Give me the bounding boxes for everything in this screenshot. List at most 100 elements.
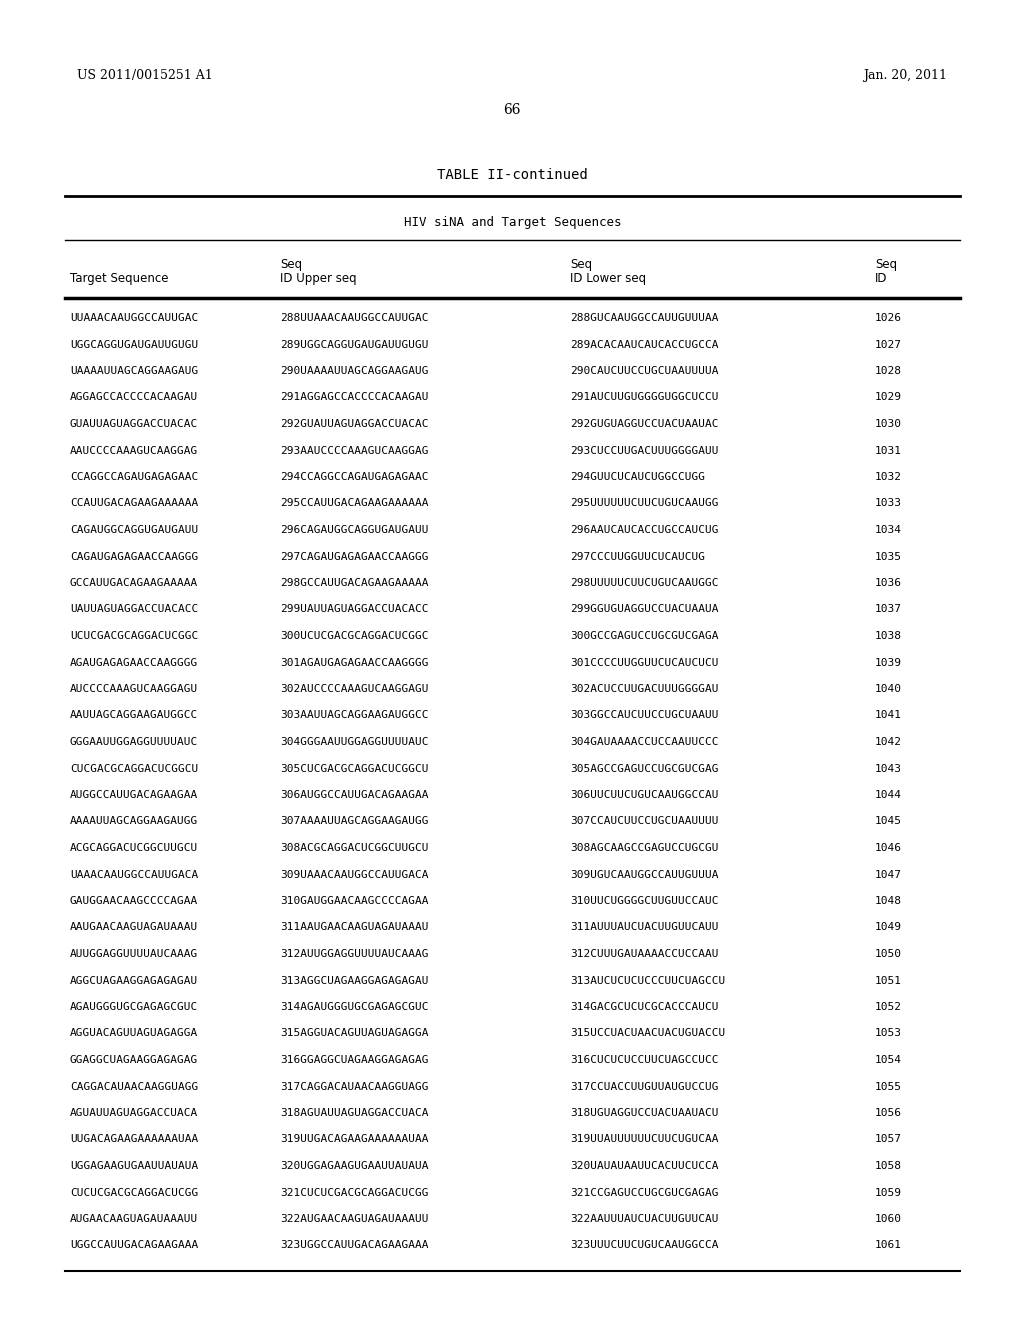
Text: 1037: 1037 (874, 605, 902, 615)
Text: AAUUAGCAGGAAGAUGGCC: AAUUAGCAGGAAGAUGGCC (70, 710, 199, 721)
Text: 306UUCUUCUGUCAAUGGCCAU: 306UUCUUCUGUCAAUGGCCAU (570, 789, 719, 800)
Text: 1040: 1040 (874, 684, 902, 694)
Text: 316CUCUCUCCUUCUAGCCUCC: 316CUCUCUCCUUCUAGCCUCC (570, 1055, 719, 1065)
Text: Seq: Seq (874, 257, 897, 271)
Text: 1059: 1059 (874, 1188, 902, 1197)
Text: UGGCAGGUGAUGAUUGUGU: UGGCAGGUGAUGAUUGUGU (70, 339, 199, 350)
Text: 311AAUGAACAAGUAGAUAAAU: 311AAUGAACAAGUAGAUAAAU (280, 923, 428, 932)
Text: AGAUGGGUGCGAGAGCGUC: AGAUGGGUGCGAGAGCGUC (70, 1002, 199, 1012)
Text: 304GGGAAUUGGAGGUUUUAUC: 304GGGAAUUGGAGGUUUUAUC (280, 737, 428, 747)
Text: 318UGUAGGUCCUACUAAUACU: 318UGUAGGUCCUACUAAUACU (570, 1107, 719, 1118)
Text: 1058: 1058 (874, 1162, 902, 1171)
Text: AGAUGAGAGAACCAAGGGG: AGAUGAGAGAACCAAGGGG (70, 657, 199, 668)
Text: 298GCCAUUGACAGAAGAAAAA: 298GCCAUUGACAGAAGAAAAA (280, 578, 428, 587)
Text: GUAUUAGUAGGACCUACAC: GUAUUAGUAGGACCUACAC (70, 418, 199, 429)
Text: Seq: Seq (280, 257, 302, 271)
Text: 1055: 1055 (874, 1081, 902, 1092)
Text: 300GCCGAGUCCUGCGUCGAGA: 300GCCGAGUCCUGCGUCGAGA (570, 631, 719, 642)
Text: 297CAGAUGAGAGAACCAAGGG: 297CAGAUGAGAGAACCAAGGG (280, 552, 428, 561)
Text: Target Sequence: Target Sequence (70, 272, 169, 285)
Text: ID Upper seq: ID Upper seq (280, 272, 356, 285)
Text: 322AAUUUAUCUACUUGUUCAU: 322AAUUUAUCUACUUGUUCAU (570, 1214, 719, 1224)
Text: 294GUUCUCAUCUGGCCUGG: 294GUUCUCAUCUGGCCUGG (570, 473, 705, 482)
Text: Seq: Seq (570, 257, 592, 271)
Text: 294CCAGGCCAGAUGAGAGAAC: 294CCAGGCCAGAUGAGAGAAC (280, 473, 428, 482)
Text: 293CUCCUUGACUUUGGGGAUU: 293CUCCUUGACUUUGGGGAUU (570, 446, 719, 455)
Text: 1052: 1052 (874, 1002, 902, 1012)
Text: UAAACAAUGGCCAUUGACA: UAAACAAUGGCCAUUGACA (70, 870, 199, 879)
Text: 319UUAUUUUUUCUUCUGUCAA: 319UUAUUUUUUCUUCUGUCAA (570, 1134, 719, 1144)
Text: 319UUGACAGAAGAAAAAAUAA: 319UUGACAGAAGAAAAAAUAA (280, 1134, 428, 1144)
Text: 1046: 1046 (874, 843, 902, 853)
Text: AUUGGAGGUUUUAUCAAAG: AUUGGAGGUUUUAUCAAAG (70, 949, 199, 960)
Text: AGGCUAGAAGGAGAGAGAU: AGGCUAGAAGGAGAGAGAU (70, 975, 199, 986)
Text: 320UAUAUAAUUCACUUCUCCA: 320UAUAUAAUUCACUUCUCCA (570, 1162, 719, 1171)
Text: 288UUAAACAAUGGCCAUUGAC: 288UUAAACAAUGGCCAUUGAC (280, 313, 428, 323)
Text: 1043: 1043 (874, 763, 902, 774)
Text: AUGAACAAGUAGAUAAAUU: AUGAACAAGUAGAUAAAUU (70, 1214, 199, 1224)
Text: 313AUCUCUCUCCCUUCUAGCCU: 313AUCUCUCUCCCUUCUAGCCU (570, 975, 725, 986)
Text: CAGGACAUAACAAGGUAGG: CAGGACAUAACAAGGUAGG (70, 1081, 199, 1092)
Text: AGGUACAGUUAGUAGAGGA: AGGUACAGUUAGUAGAGGA (70, 1028, 199, 1039)
Text: 311AUUUAUCUACUUGUUCAUU: 311AUUUAUCUACUUGUUCAUU (570, 923, 719, 932)
Text: 292GUGUAGGUCCUACUAAUAC: 292GUGUAGGUCCUACUAAUAC (570, 418, 719, 429)
Text: 305CUCGACGCAGGACUCGGCU: 305CUCGACGCAGGACUCGGCU (280, 763, 428, 774)
Text: 321CUCUCGACGCAGGACUCGG: 321CUCUCGACGCAGGACUCGG (280, 1188, 428, 1197)
Text: 1047: 1047 (874, 870, 902, 879)
Text: ACGCAGGACUCGGCUUGCU: ACGCAGGACUCGGCUUGCU (70, 843, 199, 853)
Text: 303GGCCAUCUUCCUGCUAAUU: 303GGCCAUCUUCCUGCUAAUU (570, 710, 719, 721)
Text: 306AUGGCCAUUGACAGAAGAA: 306AUGGCCAUUGACAGAAGAA (280, 789, 428, 800)
Text: 310UUCUGGGGCUUGUUCCAUC: 310UUCUGGGGCUUGUUCCAUC (570, 896, 719, 906)
Text: AAAAUUAGCAGGAAGAUGG: AAAAUUAGCAGGAAGAUGG (70, 817, 199, 826)
Text: 1027: 1027 (874, 339, 902, 350)
Text: CCAGGCCAGAUGAGAGAAC: CCAGGCCAGAUGAGAGAAC (70, 473, 199, 482)
Text: 1026: 1026 (874, 313, 902, 323)
Text: 323UGGCCAUUGACAGAAGAAA: 323UGGCCAUUGACAGAAGAAA (280, 1241, 428, 1250)
Text: 320UGGAGAAGUGAAUUAUAUA: 320UGGAGAAGUGAAUUAUAUA (280, 1162, 428, 1171)
Text: 1035: 1035 (874, 552, 902, 561)
Text: US 2011/0015251 A1: US 2011/0015251 A1 (77, 69, 213, 82)
Text: TABLE II-continued: TABLE II-continued (436, 168, 588, 182)
Text: 1045: 1045 (874, 817, 902, 826)
Text: 1038: 1038 (874, 631, 902, 642)
Text: 305AGCCGAGUCCUGCGUCGAG: 305AGCCGAGUCCUGCGUCGAG (570, 763, 719, 774)
Text: 297CCCUUGGUUCUCAUCUG: 297CCCUUGGUUCUCAUCUG (570, 552, 705, 561)
Text: 290UAAAAUUAGCAGGAAGAUG: 290UAAAAUUAGCAGGAAGAUG (280, 366, 428, 376)
Text: 317CAGGACAUAACAAGGUAGG: 317CAGGACAUAACAAGGUAGG (280, 1081, 428, 1092)
Text: HIV siNA and Target Sequences: HIV siNA and Target Sequences (403, 216, 622, 228)
Text: CAGAUGAGAGAACCAAGGG: CAGAUGAGAGAACCAAGGG (70, 552, 199, 561)
Text: 289ACACAAUCAUCACCUGCCA: 289ACACAAUCAUCACCUGCCA (570, 339, 719, 350)
Text: 1051: 1051 (874, 975, 902, 986)
Text: 323UUUCUUCUGUCAAUGGCCA: 323UUUCUUCUGUCAAUGGCCA (570, 1241, 719, 1250)
Text: ID Lower seq: ID Lower seq (570, 272, 646, 285)
Text: AGGAGCCACCCCACAAGAU: AGGAGCCACCCCACAAGAU (70, 392, 199, 403)
Text: 1039: 1039 (874, 657, 902, 668)
Text: 312AUUGGAGGUUUUAUCAAAG: 312AUUGGAGGUUUUAUCAAAG (280, 949, 428, 960)
Text: 293AAUCCCCAAAGUCAAGGAG: 293AAUCCCCAAAGUCAAGGAG (280, 446, 428, 455)
Text: 295UUUUUUCUUCUGUCAAUGG: 295UUUUUUCUUCUGUCAAUGG (570, 499, 719, 508)
Text: 301CCCCUUGGUUCUCAUCUCU: 301CCCCUUGGUUCUCAUCUCU (570, 657, 719, 668)
Text: 1049: 1049 (874, 923, 902, 932)
Text: 1030: 1030 (874, 418, 902, 429)
Text: 310GAUGGAACAAGCCCCAGAA: 310GAUGGAACAAGCCCCAGAA (280, 896, 428, 906)
Text: 1054: 1054 (874, 1055, 902, 1065)
Text: 312CUUUGAUAAAACCUCCAAU: 312CUUUGAUAAAACCUCCAAU (570, 949, 719, 960)
Text: 291AUCUUGUGGGGUGGCUCCU: 291AUCUUGUGGGGUGGCUCCU (570, 392, 719, 403)
Text: 1050: 1050 (874, 949, 902, 960)
Text: AAUGAACAAGUAGAUAAAU: AAUGAACAAGUAGAUAAAU (70, 923, 199, 932)
Text: 299UAUUAGUAGGACCUACACC: 299UAUUAGUAGGACCUACACC (280, 605, 428, 615)
Text: 302ACUCCUUGACUUUGGGGAU: 302ACUCCUUGACUUUGGGGAU (570, 684, 719, 694)
Text: 298UUUUUCUUCUGUCAAUGGC: 298UUUUUCUUCUGUCAAUGGC (570, 578, 719, 587)
Text: 1031: 1031 (874, 446, 902, 455)
Text: GCCAUUGACAGAAGAAAAA: GCCAUUGACAGAAGAAAAA (70, 578, 199, 587)
Text: CCAUUGACAGAAGAAAAAA: CCAUUGACAGAAGAAAAAA (70, 499, 199, 508)
Text: 289UGGCAGGUGAUGAUUGUGU: 289UGGCAGGUGAUGAUUGUGU (280, 339, 428, 350)
Text: 315UCCUACUAACUACUGUACCU: 315UCCUACUAACUACUGUACCU (570, 1028, 725, 1039)
Text: 309UAAACAAUGGCCAUUGACA: 309UAAACAAUGGCCAUUGACA (280, 870, 428, 879)
Text: 290CAUCUUCCUGCUAAUUUUA: 290CAUCUUCCUGCUAAUUUUA (570, 366, 719, 376)
Text: 301AGAUGAGAGAACCAAGGGG: 301AGAUGAGAGAACCAAGGGG (280, 657, 428, 668)
Text: ID: ID (874, 272, 888, 285)
Text: 1034: 1034 (874, 525, 902, 535)
Text: 313AGGCUAGAAGGAGAGAGAU: 313AGGCUAGAAGGAGAGAGAU (280, 975, 428, 986)
Text: 318AGUAUUAGUAGGACCUACA: 318AGUAUUAGUAGGACCUACA (280, 1107, 428, 1118)
